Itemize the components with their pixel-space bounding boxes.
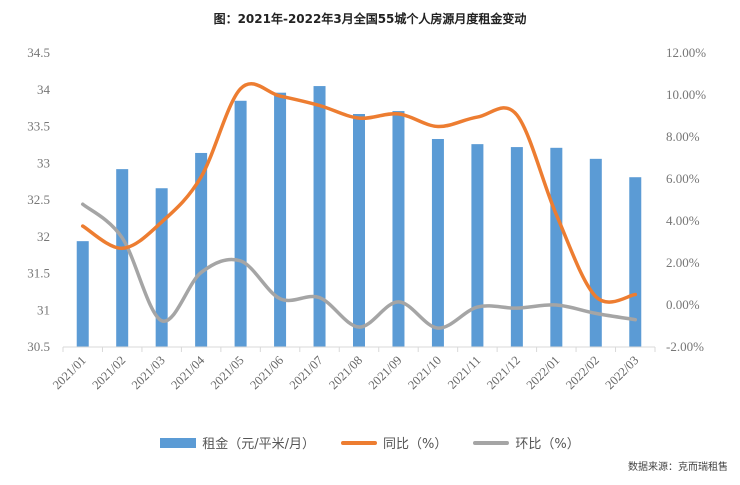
bar-rent: [392, 111, 405, 347]
bar-rent: [589, 158, 602, 347]
x-axis-tick: 2021/04: [168, 353, 207, 392]
right-axis-tick: 10.00%: [666, 87, 706, 102]
bar-rent: [274, 92, 287, 347]
bar-rent: [510, 147, 523, 347]
x-axis-tick: 2021/11: [445, 353, 484, 392]
left-axis-tick: 33: [37, 155, 50, 170]
legend-swatch-mom: [473, 440, 510, 445]
legend-swatch-yoy: [341, 440, 378, 445]
legend-swatch-rent: [160, 437, 197, 448]
right-axis-tick: -2.00%: [666, 339, 704, 354]
x-axis-tick: 2021/03: [129, 353, 168, 392]
legend-item-mom: 环比（%）: [473, 433, 580, 452]
bar-rent: [471, 144, 484, 347]
left-axis-tick: 31: [37, 302, 50, 317]
line-yoy: [80, 82, 638, 304]
bar-rent: [353, 114, 365, 347]
left-axis-tick: 32: [37, 229, 50, 244]
x-axis-tick: 2021/01: [50, 353, 89, 392]
right-axis-tick: 6.00%: [666, 171, 700, 186]
source-note: 数据来源：克而瑞租售: [628, 462, 728, 473]
bar-rent: [550, 147, 563, 347]
bar-rent: [76, 241, 89, 347]
x-axis-tick: 2021/02: [89, 353, 128, 392]
x-axis-tick: 2021/07: [287, 353, 326, 392]
x-axis-tick: 2021/10: [405, 353, 444, 392]
x-axis-tick: 2022/03: [603, 353, 642, 392]
bar-rent: [431, 138, 444, 347]
left-axis-tick: 34: [37, 82, 51, 97]
left-axis-tick: 34.5: [27, 45, 50, 60]
x-axis-tick: 2021/12: [484, 353, 523, 392]
x-axis-tick: 2021/05: [208, 353, 247, 392]
left-axis-tick: 30.5: [27, 339, 50, 354]
legend-label-rent: 租金（元/平米/月）: [202, 437, 316, 452]
legend-label-mom: 环比（%）: [515, 437, 580, 452]
legend-item-yoy: 同比（%）: [341, 433, 447, 452]
bar-rent: [195, 152, 208, 347]
line-mom: [80, 202, 638, 330]
bar-rent: [313, 86, 326, 347]
left-axis-tick: 32.5: [27, 192, 50, 207]
x-axis-tick: 2021/06: [247, 353, 286, 392]
right-axis-tick: 2.00%: [666, 255, 700, 270]
bar-rent: [629, 177, 642, 347]
bar-rent: [155, 188, 168, 347]
legend-label-yoy: 同比（%）: [383, 437, 448, 452]
bar-rent: [234, 100, 247, 348]
x-axis-tick: 2022/01: [524, 353, 563, 392]
x-axis-tick: 2022/02: [563, 353, 602, 392]
right-axis-tick: 0.00%: [666, 297, 700, 312]
legend-item-rent: 租金（元/平米/月）: [160, 433, 315, 452]
legend: 租金（元/平米/月） 同比（%） 环比（%）: [0, 433, 740, 452]
chart-title: 图：2021年-2022年3月全国55城个人房源月度租金变动: [213, 12, 527, 26]
left-axis-tick: 33.5: [27, 119, 50, 134]
x-axis-tick: 2021/09: [366, 353, 405, 392]
right-axis-tick: 4.00%: [666, 213, 700, 228]
left-axis-tick: 31.5: [27, 266, 50, 281]
x-axis-tick: 2021/08: [326, 353, 365, 392]
right-axis-tick: 8.00%: [666, 129, 700, 144]
bar-rent: [116, 169, 129, 347]
right-axis-tick: 12.00%: [666, 45, 706, 60]
